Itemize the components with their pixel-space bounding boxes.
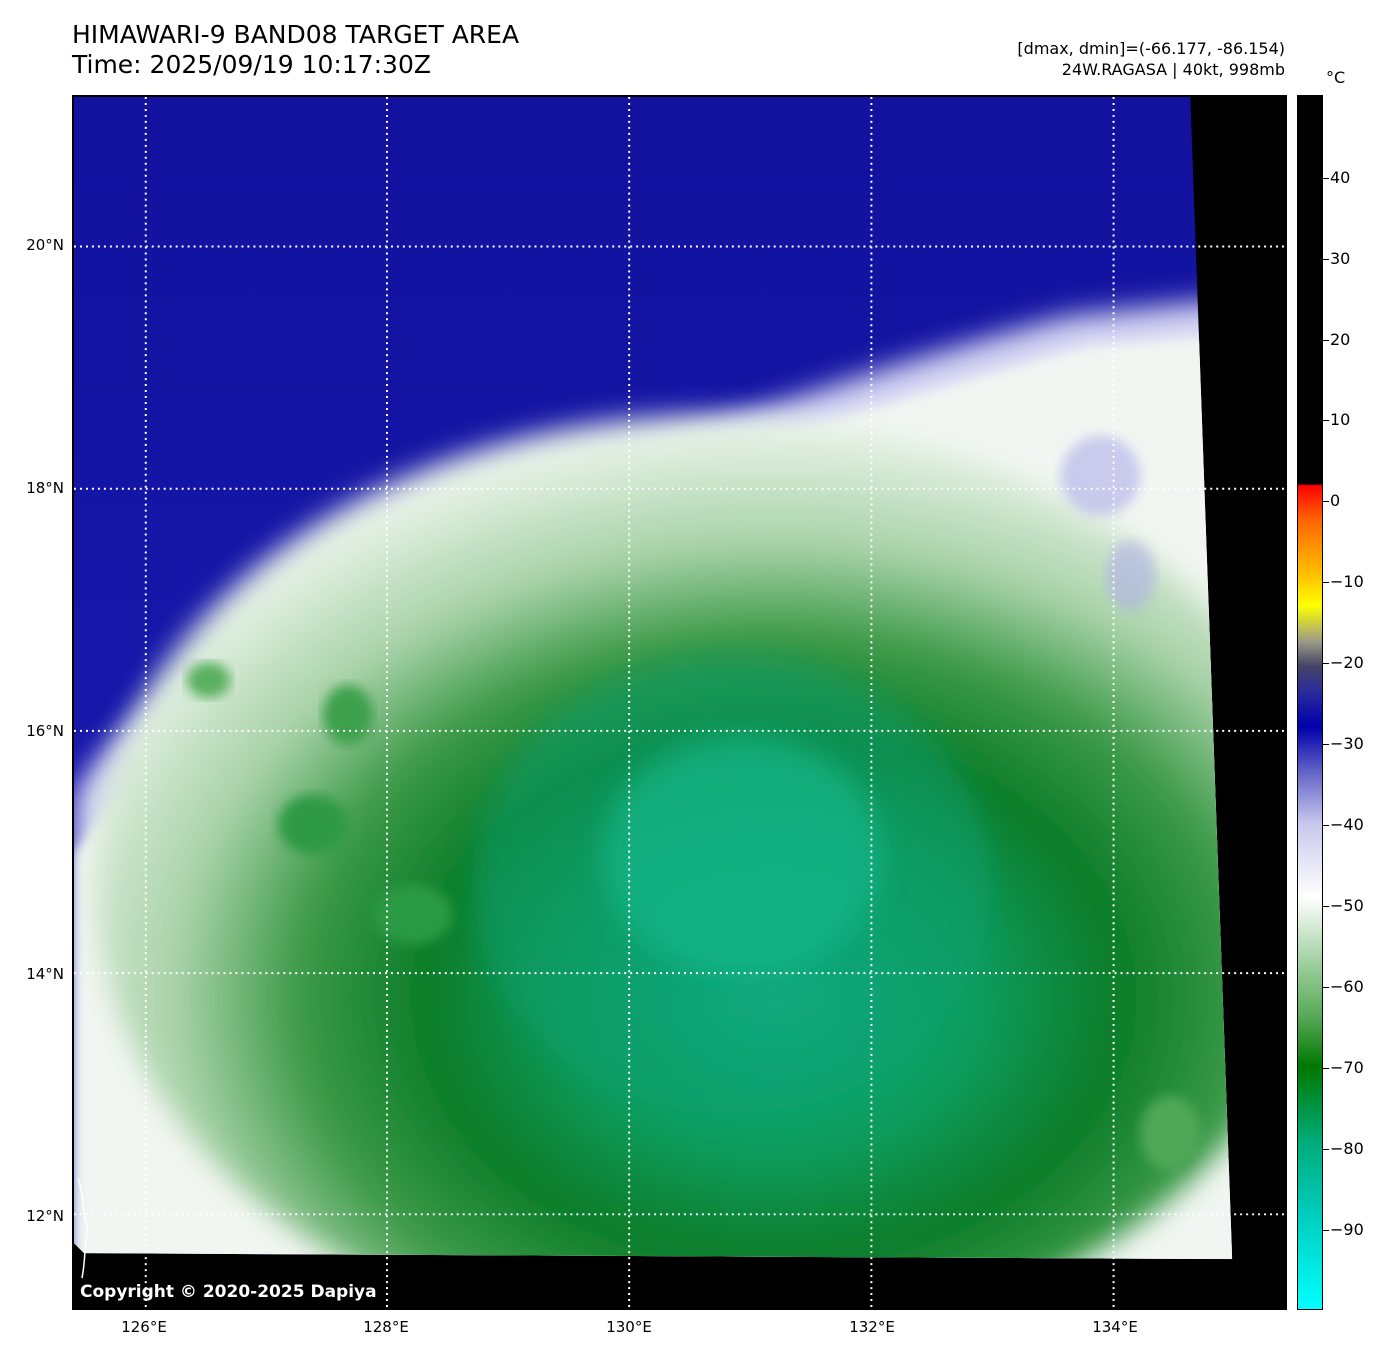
colorbar-tick bbox=[1323, 582, 1329, 583]
lon-label-130: 130°E bbox=[606, 1318, 652, 1336]
temperature-colorbar bbox=[1297, 95, 1323, 1310]
coastline bbox=[77, 1178, 89, 1279]
lat-label-16: 16°N bbox=[26, 722, 64, 740]
title-line-2: Time: 2025/09/19 10:17:30Z bbox=[72, 50, 431, 79]
lat-label-14: 14°N bbox=[26, 965, 64, 983]
satellite-imagery bbox=[74, 97, 1285, 1308]
colorbar-tick bbox=[1323, 987, 1329, 988]
colorbar-label-minus60: −60 bbox=[1330, 977, 1364, 996]
colorbar-label-40: 40 bbox=[1330, 168, 1351, 187]
colorbar-label-minus30: −30 bbox=[1330, 734, 1364, 753]
colorbar-tick bbox=[1323, 825, 1329, 826]
colorbar-tick bbox=[1323, 906, 1329, 907]
colorbar-unit: °C bbox=[1326, 68, 1346, 87]
lat-label-20: 20°N bbox=[26, 236, 64, 254]
colorbar-tick bbox=[1323, 1230, 1329, 1231]
storm-summary: 24W.RAGASA | 40kt, 998mb bbox=[1061, 60, 1285, 79]
colorbar-tick bbox=[1323, 420, 1329, 421]
lon-label-132: 132°E bbox=[849, 1318, 895, 1336]
colorbar-label-minus40: −40 bbox=[1330, 815, 1364, 834]
colorbar-label-minus50: −50 bbox=[1330, 896, 1364, 915]
lon-label-126: 126°E bbox=[121, 1318, 167, 1336]
colorbar-label-10: 10 bbox=[1330, 410, 1351, 429]
colorbar-tick bbox=[1323, 744, 1329, 745]
colorbar-tick bbox=[1323, 340, 1329, 341]
colorbar-label-minus70: −70 bbox=[1330, 1058, 1364, 1077]
colorbar-label-20: 20 bbox=[1330, 330, 1351, 349]
colorbar-label-30: 30 bbox=[1330, 249, 1351, 268]
colorbar-tick bbox=[1323, 1149, 1329, 1150]
colorbar-label-minus10: −10 bbox=[1330, 572, 1364, 591]
lat-label-12: 12°N bbox=[26, 1207, 64, 1225]
copyright-notice: Copyright © 2020-2025 Dapiya bbox=[80, 1282, 377, 1302]
colorbar-label-0: 0 bbox=[1330, 491, 1341, 510]
colorbar-label-minus90: −90 bbox=[1330, 1220, 1364, 1239]
dmax-dmin-range: [dmax, dmin]=(-66.177, -86.154) bbox=[1017, 39, 1285, 58]
colorbar-label-minus20: −20 bbox=[1330, 653, 1364, 672]
colorbar-tick bbox=[1323, 1068, 1329, 1069]
lon-label-134: 134°E bbox=[1092, 1318, 1138, 1336]
graticule bbox=[74, 97, 1285, 1308]
colorbar-label-minus80: −80 bbox=[1330, 1139, 1364, 1158]
lat-label-18: 18°N bbox=[26, 479, 64, 497]
colorbar-tick bbox=[1323, 663, 1329, 664]
satellite-map[interactable]: Copyright © 2020-2025 Dapiya bbox=[72, 95, 1287, 1310]
figure-title: HIMAWARI-9 BAND08 TARGET AREA Time: 2025… bbox=[72, 20, 519, 80]
colorbar-tick bbox=[1323, 501, 1329, 502]
title-line-1: HIMAWARI-9 BAND08 TARGET AREA bbox=[72, 20, 520, 49]
colorbar-tick bbox=[1323, 178, 1329, 179]
storm-info: [dmax, dmin]=(-66.177, -86.154) 24W.RAGA… bbox=[1017, 38, 1285, 80]
lon-label-128: 128°E bbox=[363, 1318, 409, 1336]
colorbar-tick bbox=[1323, 259, 1329, 260]
